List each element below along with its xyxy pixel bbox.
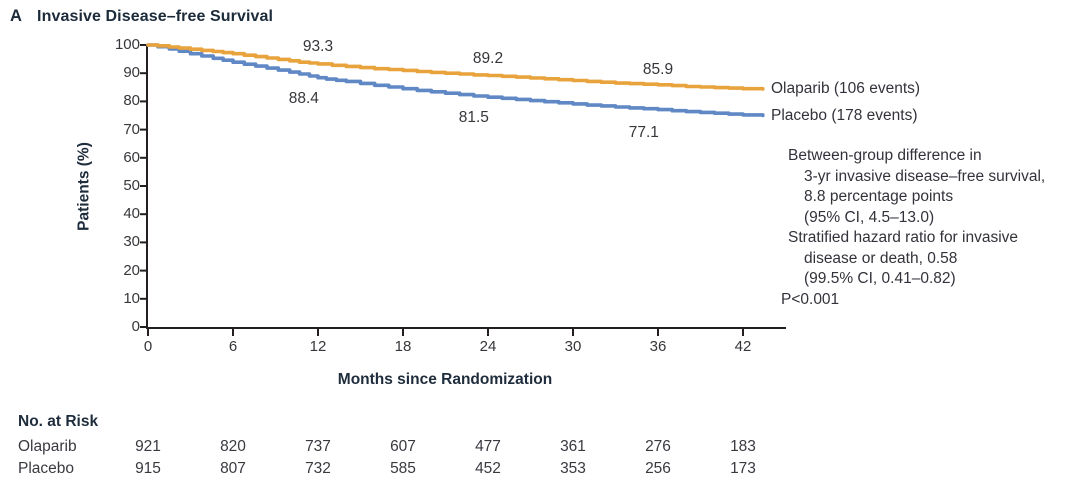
risk-value: 353 [560,460,586,477]
legend-olaparib: Olaparib (106 events) [771,79,921,97]
stats-line: P<0.001 [781,290,840,308]
risk-value: 732 [305,460,331,477]
x-tick-label: 0 [143,338,153,355]
risk-value: 585 [390,460,416,477]
risk-value: 807 [220,460,246,477]
x-tick-label: 24 [479,338,497,355]
x-tick-label: 42 [734,338,752,355]
stats-line: 3-yr invasive disease–free survival, [804,167,1046,185]
x-axis-title: Months since Randomization [337,371,553,388]
x-tick-label: 36 [649,338,667,355]
y-tick-label: 0 [131,318,140,335]
risk-value: 607 [390,438,416,455]
point-label-88-4: 88.4 [288,89,319,107]
x-tick-label: 18 [394,338,412,355]
stats-line: Between-group difference in [788,147,982,164]
risk-value: 477 [475,438,501,455]
risk-value: 361 [560,438,586,455]
risk-value: 276 [645,438,671,455]
point-label-89-2: 89.2 [472,50,504,68]
y-tick-label: 70 [123,120,140,138]
stats-line: (99.5% CI, 0.41–0.82) [804,270,956,287]
risk-value: 737 [305,438,331,455]
stats-annotation: Between-group difference in 3-yr invasive… [779,146,1045,310]
panel-title: A Invasive Disease–free Survival [10,7,273,26]
y-tick-label: 80 [123,92,140,110]
risk-value: 256 [645,460,671,477]
risk-value: 173 [730,460,756,477]
placebo-curve [146,43,765,118]
y-tick-label: 10 [123,289,140,307]
y-tick-label: 40 [123,205,140,223]
risk-row-label-placebo: Placebo [18,460,75,477]
risk-value: 921 [135,438,161,455]
point-label-81-5: 81.5 [458,109,489,127]
risk-value: 820 [220,438,246,455]
risk-value: 183 [730,438,756,455]
panel-title-text: Invasive Disease–free Survival [37,8,274,25]
x-tick-label: 12 [309,338,327,355]
y-tick-label: 60 [123,148,140,166]
x-tick-label: 30 [564,338,582,355]
stats-line: Stratified hazard ratio for invasive [788,229,1019,246]
risk-table-header: No. at Risk [18,413,99,430]
risk-value: 915 [135,460,161,477]
stats-line: 8.8 percentage points [804,188,954,205]
y-tick-label: 20 [123,261,140,279]
olaparib-curve [146,43,765,91]
y-tick-label: 50 [123,177,140,194]
stats-line: (95% CI, 4.5–13.0) [804,208,935,226]
panel-letter: A [10,7,23,25]
x-tick-label: 6 [228,338,238,355]
point-label-85-9: 85.9 [642,60,674,78]
stats-line: disease or death, 0.58 [804,249,958,267]
y-tick-label: 90 [123,64,140,82]
risk-row-label-olaparib: Olaparib [18,438,77,455]
y-tick-label: 100 [114,36,140,53]
risk-value: 452 [475,460,501,477]
point-label-77-1: 77.1 [628,123,659,141]
legend-placebo: Placebo (178 events) [771,106,918,124]
y-tick-label: 30 [123,233,140,251]
point-label-93-3: 93.3 [302,37,334,55]
